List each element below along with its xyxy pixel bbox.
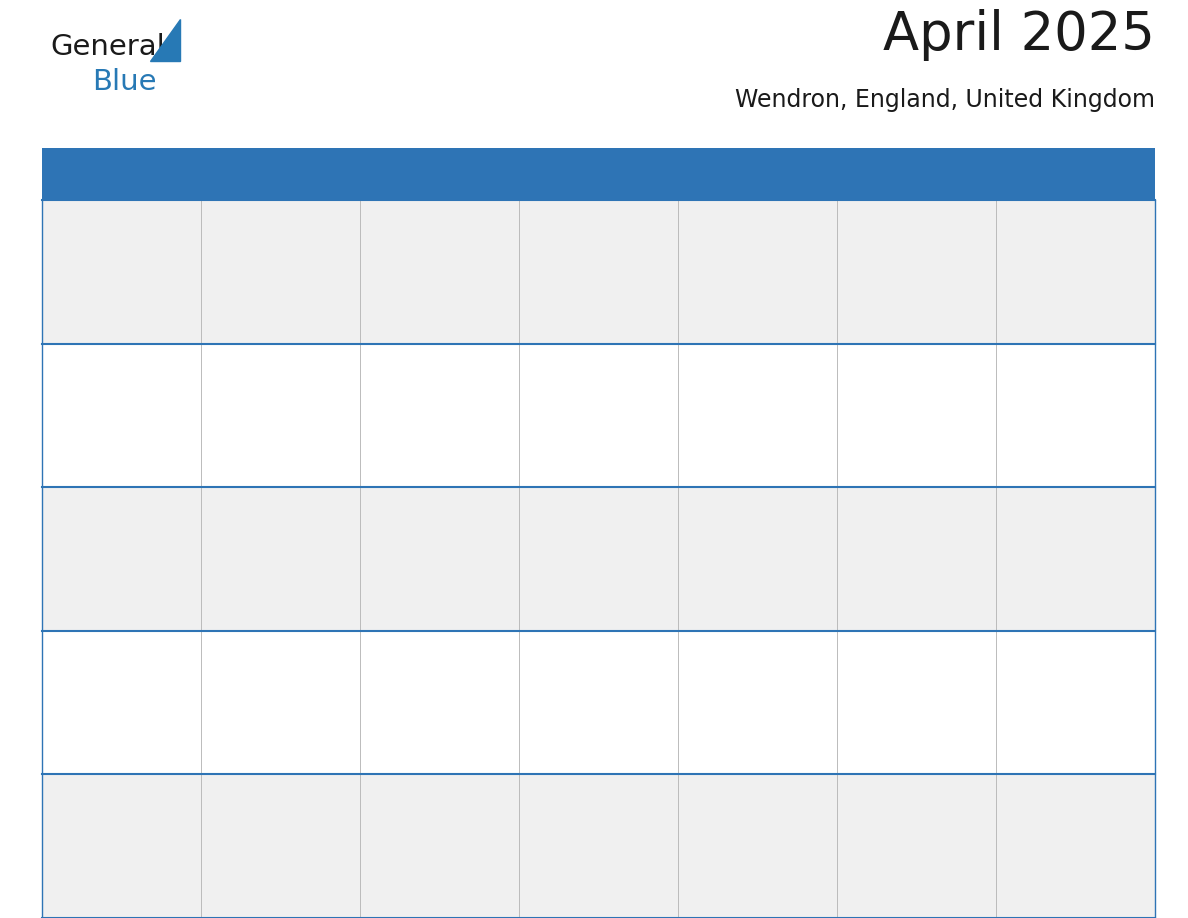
Text: Sunrise: 6:40 AM
Sunset: 8:04 PM
Daylight: 13 hours
and 24 minutes.: Sunrise: 6:40 AM Sunset: 8:04 PM Dayligh… bbox=[527, 370, 633, 421]
Text: Sunrise: 6:44 AM
Sunset: 8:01 PM
Daylight: 13 hours
and 16 minutes.: Sunrise: 6:44 AM Sunset: 8:01 PM Dayligh… bbox=[209, 370, 315, 421]
Text: 17: 17 bbox=[685, 495, 706, 510]
Text: Sunrise: 6:49 AM
Sunset: 7:58 PM
Daylight: 13 hours
and 9 minutes.: Sunrise: 6:49 AM Sunset: 7:58 PM Dayligh… bbox=[1004, 226, 1110, 278]
Text: Thursday: Thursday bbox=[685, 167, 764, 185]
Text: 15: 15 bbox=[368, 495, 387, 510]
Text: Wednesday: Wednesday bbox=[527, 167, 624, 185]
Text: 2: 2 bbox=[527, 208, 537, 223]
Text: April 2025: April 2025 bbox=[883, 9, 1155, 62]
Text: Sunrise: 6:28 AM
Sunset: 8:14 PM
Daylight: 13 hours
and 46 minutes.: Sunrise: 6:28 AM Sunset: 8:14 PM Dayligh… bbox=[368, 513, 474, 565]
Text: 25: 25 bbox=[845, 639, 864, 654]
Text: 10: 10 bbox=[685, 352, 706, 366]
Text: 8: 8 bbox=[368, 352, 378, 366]
Text: 14: 14 bbox=[209, 495, 228, 510]
Text: Sunrise: 6:23 AM
Sunset: 8:17 PM
Daylight: 13 hours
and 53 minutes.: Sunrise: 6:23 AM Sunset: 8:17 PM Dayligh… bbox=[685, 513, 791, 565]
Text: Sunrise: 6:17 AM
Sunset: 8:22 PM
Daylight: 14 hours
and 4 minutes.: Sunrise: 6:17 AM Sunset: 8:22 PM Dayligh… bbox=[50, 656, 156, 709]
Text: Friday: Friday bbox=[845, 167, 896, 185]
Text: Sunrise: 6:38 AM
Sunset: 8:06 PM
Daylight: 13 hours
and 27 minutes.: Sunrise: 6:38 AM Sunset: 8:06 PM Dayligh… bbox=[685, 370, 791, 421]
Text: 23: 23 bbox=[527, 639, 546, 654]
Text: Sunrise: 6:02 AM
Sunset: 8:34 PM
Daylight: 14 hours
and 32 minutes.: Sunrise: 6:02 AM Sunset: 8:34 PM Dayligh… bbox=[209, 800, 315, 853]
Text: Sunrise: 6:19 AM
Sunset: 8:20 PM
Daylight: 14 hours
and 0 minutes.: Sunrise: 6:19 AM Sunset: 8:20 PM Dayligh… bbox=[1004, 513, 1110, 565]
Text: Monday: Monday bbox=[209, 167, 274, 185]
Text: General: General bbox=[50, 33, 165, 62]
Text: 7: 7 bbox=[209, 352, 219, 366]
Text: 30: 30 bbox=[527, 782, 546, 798]
Text: 13: 13 bbox=[50, 495, 69, 510]
Text: Blue: Blue bbox=[91, 68, 157, 96]
Text: Sunday: Sunday bbox=[50, 167, 112, 185]
Text: 12: 12 bbox=[1004, 352, 1023, 366]
Text: Wendron, England, United Kingdom: Wendron, England, United Kingdom bbox=[735, 88, 1155, 112]
Text: 28: 28 bbox=[209, 782, 228, 798]
Text: 18: 18 bbox=[845, 495, 864, 510]
Text: Sunrise: 6:57 AM
Sunset: 7:52 PM
Daylight: 12 hours
and 54 minutes.: Sunrise: 6:57 AM Sunset: 7:52 PM Dayligh… bbox=[368, 226, 474, 278]
Text: 29: 29 bbox=[368, 782, 387, 798]
Text: 1: 1 bbox=[368, 208, 378, 223]
Text: 26: 26 bbox=[1004, 639, 1023, 654]
Text: Sunrise: 6:15 AM
Sunset: 8:23 PM
Daylight: 14 hours
and 7 minutes.: Sunrise: 6:15 AM Sunset: 8:23 PM Dayligh… bbox=[209, 656, 315, 709]
Text: Sunrise: 6:21 AM
Sunset: 8:18 PM
Daylight: 13 hours
and 56 minutes.: Sunrise: 6:21 AM Sunset: 8:18 PM Dayligh… bbox=[845, 513, 950, 565]
Text: Sunrise: 6:53 AM
Sunset: 7:55 PM
Daylight: 13 hours
and 1 minute.: Sunrise: 6:53 AM Sunset: 7:55 PM Dayligh… bbox=[685, 226, 791, 278]
Text: Tuesday: Tuesday bbox=[368, 167, 436, 185]
Text: 6: 6 bbox=[50, 352, 59, 366]
Text: 16: 16 bbox=[527, 495, 546, 510]
Text: Sunrise: 6:13 AM
Sunset: 8:25 PM
Daylight: 14 hours
and 11 minutes.: Sunrise: 6:13 AM Sunset: 8:25 PM Dayligh… bbox=[368, 656, 474, 709]
Text: Sunrise: 6:32 AM
Sunset: 8:10 PM
Daylight: 13 hours
and 38 minutes.: Sunrise: 6:32 AM Sunset: 8:10 PM Dayligh… bbox=[50, 513, 156, 565]
Text: 3: 3 bbox=[685, 208, 696, 223]
Text: 19: 19 bbox=[1004, 495, 1023, 510]
Text: 22: 22 bbox=[368, 639, 387, 654]
Text: 20: 20 bbox=[50, 639, 69, 654]
Text: Sunrise: 6:08 AM
Sunset: 8:29 PM
Daylight: 14 hours
and 21 minutes.: Sunrise: 6:08 AM Sunset: 8:29 PM Dayligh… bbox=[845, 656, 950, 709]
Text: 5: 5 bbox=[1004, 208, 1013, 223]
Text: Sunrise: 6:30 AM
Sunset: 8:12 PM
Daylight: 13 hours
and 42 minutes.: Sunrise: 6:30 AM Sunset: 8:12 PM Dayligh… bbox=[209, 513, 315, 565]
Text: Sunrise: 6:46 AM
Sunset: 7:59 PM
Daylight: 13 hours
and 12 minutes.: Sunrise: 6:46 AM Sunset: 7:59 PM Dayligh… bbox=[50, 370, 156, 421]
Text: Sunrise: 6:10 AM
Sunset: 8:28 PM
Daylight: 14 hours
and 18 minutes.: Sunrise: 6:10 AM Sunset: 8:28 PM Dayligh… bbox=[685, 656, 791, 709]
Text: 21: 21 bbox=[209, 639, 228, 654]
Polygon shape bbox=[150, 19, 181, 62]
Text: Sunrise: 6:36 AM
Sunset: 8:07 PM
Daylight: 13 hours
and 31 minutes.: Sunrise: 6:36 AM Sunset: 8:07 PM Dayligh… bbox=[845, 370, 950, 421]
Text: Sunrise: 6:25 AM
Sunset: 8:15 PM
Daylight: 13 hours
and 49 minutes.: Sunrise: 6:25 AM Sunset: 8:15 PM Dayligh… bbox=[527, 513, 633, 565]
Text: Sunrise: 6:04 AM
Sunset: 8:32 PM
Daylight: 14 hours
and 28 minutes.: Sunrise: 6:04 AM Sunset: 8:32 PM Dayligh… bbox=[50, 800, 156, 853]
Text: Sunrise: 6:51 AM
Sunset: 7:56 PM
Daylight: 13 hours
and 5 minutes.: Sunrise: 6:51 AM Sunset: 7:56 PM Dayligh… bbox=[845, 226, 950, 278]
Text: 4: 4 bbox=[845, 208, 854, 223]
Text: Sunrise: 6:55 AM
Sunset: 7:53 PM
Daylight: 12 hours
and 58 minutes.: Sunrise: 6:55 AM Sunset: 7:53 PM Dayligh… bbox=[527, 226, 632, 278]
Text: Sunrise: 5:58 AM
Sunset: 8:37 PM
Daylight: 14 hours
and 38 minutes.: Sunrise: 5:58 AM Sunset: 8:37 PM Dayligh… bbox=[527, 800, 632, 853]
Text: Sunrise: 6:42 AM
Sunset: 8:03 PM
Daylight: 13 hours
and 20 minutes.: Sunrise: 6:42 AM Sunset: 8:03 PM Dayligh… bbox=[368, 370, 474, 421]
Text: Saturday: Saturday bbox=[1004, 167, 1079, 185]
Text: 11: 11 bbox=[845, 352, 864, 366]
Text: 24: 24 bbox=[685, 639, 706, 654]
Text: Sunrise: 6:12 AM
Sunset: 8:26 PM
Daylight: 14 hours
and 14 minutes.: Sunrise: 6:12 AM Sunset: 8:26 PM Dayligh… bbox=[527, 656, 632, 709]
Text: Sunrise: 6:06 AM
Sunset: 8:31 PM
Daylight: 14 hours
and 25 minutes.: Sunrise: 6:06 AM Sunset: 8:31 PM Dayligh… bbox=[1004, 656, 1110, 709]
Text: 9: 9 bbox=[527, 352, 537, 366]
Text: Sunrise: 6:34 AM
Sunset: 8:09 PM
Daylight: 13 hours
and 35 minutes.: Sunrise: 6:34 AM Sunset: 8:09 PM Dayligh… bbox=[1004, 370, 1110, 421]
Text: 27: 27 bbox=[50, 782, 69, 798]
Text: Sunrise: 6:00 AM
Sunset: 8:36 PM
Daylight: 14 hours
and 35 minutes.: Sunrise: 6:00 AM Sunset: 8:36 PM Dayligh… bbox=[368, 800, 474, 853]
